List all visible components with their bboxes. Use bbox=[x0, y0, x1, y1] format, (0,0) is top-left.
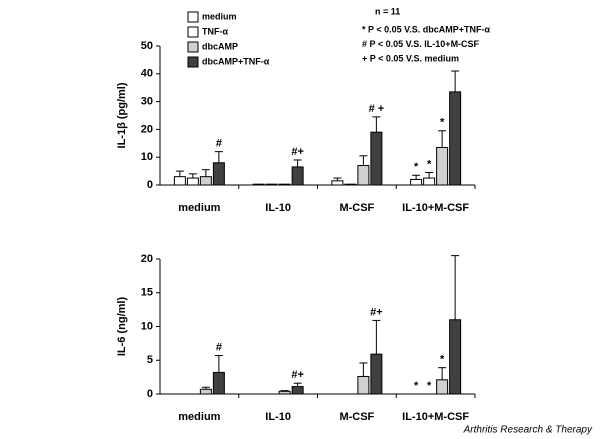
y-tick-label: 15 bbox=[141, 287, 153, 299]
bar bbox=[186, 177, 199, 186]
bar bbox=[436, 379, 449, 395]
legend-swatch bbox=[187, 56, 199, 68]
x-tick-label: M-CSF bbox=[339, 411, 374, 423]
bar bbox=[370, 353, 383, 395]
bar bbox=[423, 177, 436, 186]
y-tick-label: 0 bbox=[147, 179, 153, 191]
significance-label: #+ bbox=[291, 369, 304, 381]
y-tick-label: 40 bbox=[141, 68, 153, 80]
significance-label: * bbox=[414, 161, 419, 173]
bar bbox=[291, 166, 304, 186]
y-tick-label: 5 bbox=[147, 354, 153, 366]
y-tick-label: 0 bbox=[147, 388, 153, 400]
bar bbox=[291, 386, 304, 395]
bar bbox=[449, 91, 462, 186]
y-tick-label: 20 bbox=[141, 123, 153, 135]
bar bbox=[212, 162, 225, 186]
bar bbox=[370, 131, 383, 186]
x-tick-label: IL-10+M-CSF bbox=[402, 202, 469, 214]
x-tick-label: IL-10 bbox=[265, 411, 291, 423]
significance-label: # bbox=[216, 138, 222, 150]
y-axis-label: IL-6 (ng/ml) bbox=[116, 297, 128, 357]
bar bbox=[252, 183, 265, 186]
bar bbox=[410, 178, 423, 186]
significance-label: #+ bbox=[291, 146, 304, 158]
footer: Arthritis Research & Therapy bbox=[463, 425, 593, 436]
legend-label: dbcAMP bbox=[202, 41, 238, 51]
x-tick-label: medium bbox=[178, 411, 220, 423]
bar bbox=[357, 375, 370, 395]
note: * P < 0.05 V.S. dbcAMP+TNF-α bbox=[362, 24, 491, 34]
note: + P < 0.05 V.S. medium bbox=[362, 53, 459, 63]
y-tick-label: 50 bbox=[141, 40, 153, 52]
legend-label: medium bbox=[202, 11, 237, 21]
bar bbox=[199, 388, 212, 395]
significance-label: #+ bbox=[370, 306, 383, 318]
significance-label: * bbox=[440, 117, 445, 129]
bar bbox=[436, 146, 449, 186]
bar bbox=[212, 371, 225, 395]
y-tick-label: 20 bbox=[141, 253, 153, 265]
bar bbox=[278, 390, 291, 395]
x-tick-label: IL-10 bbox=[265, 202, 291, 214]
note: n = 11 bbox=[375, 6, 400, 16]
legend-swatch bbox=[187, 26, 199, 38]
bar bbox=[265, 183, 278, 186]
y-tick-label: 30 bbox=[141, 96, 153, 108]
bar bbox=[449, 319, 462, 395]
significance-label: * bbox=[414, 380, 419, 392]
legend-label: dbcAMP+TNF-α bbox=[202, 56, 270, 66]
y-axis-label: IL-1β (pg/ml) bbox=[116, 82, 128, 148]
significance-label: * bbox=[440, 354, 445, 366]
y-tick-label: 10 bbox=[141, 320, 153, 332]
note: # P < 0.05 V.S. IL-10+M-CSF bbox=[362, 39, 480, 49]
x-tick-label: IL-10+M-CSF bbox=[402, 411, 469, 423]
bar bbox=[331, 180, 344, 186]
bar bbox=[278, 183, 291, 186]
legend-swatch bbox=[187, 11, 199, 23]
legend-swatch bbox=[187, 41, 199, 53]
x-tick-label: M-CSF bbox=[339, 202, 374, 214]
bar bbox=[344, 183, 357, 186]
bar bbox=[357, 165, 370, 186]
y-tick-label: 10 bbox=[141, 151, 153, 163]
significance-label: # bbox=[216, 341, 222, 353]
significance-label: # + bbox=[369, 103, 385, 115]
x-tick-label: medium bbox=[178, 202, 220, 214]
bar bbox=[199, 176, 212, 186]
significance-label: * bbox=[427, 380, 432, 392]
legend-label: TNF-α bbox=[202, 26, 228, 36]
bar bbox=[173, 176, 186, 186]
significance-label: * bbox=[427, 158, 432, 170]
